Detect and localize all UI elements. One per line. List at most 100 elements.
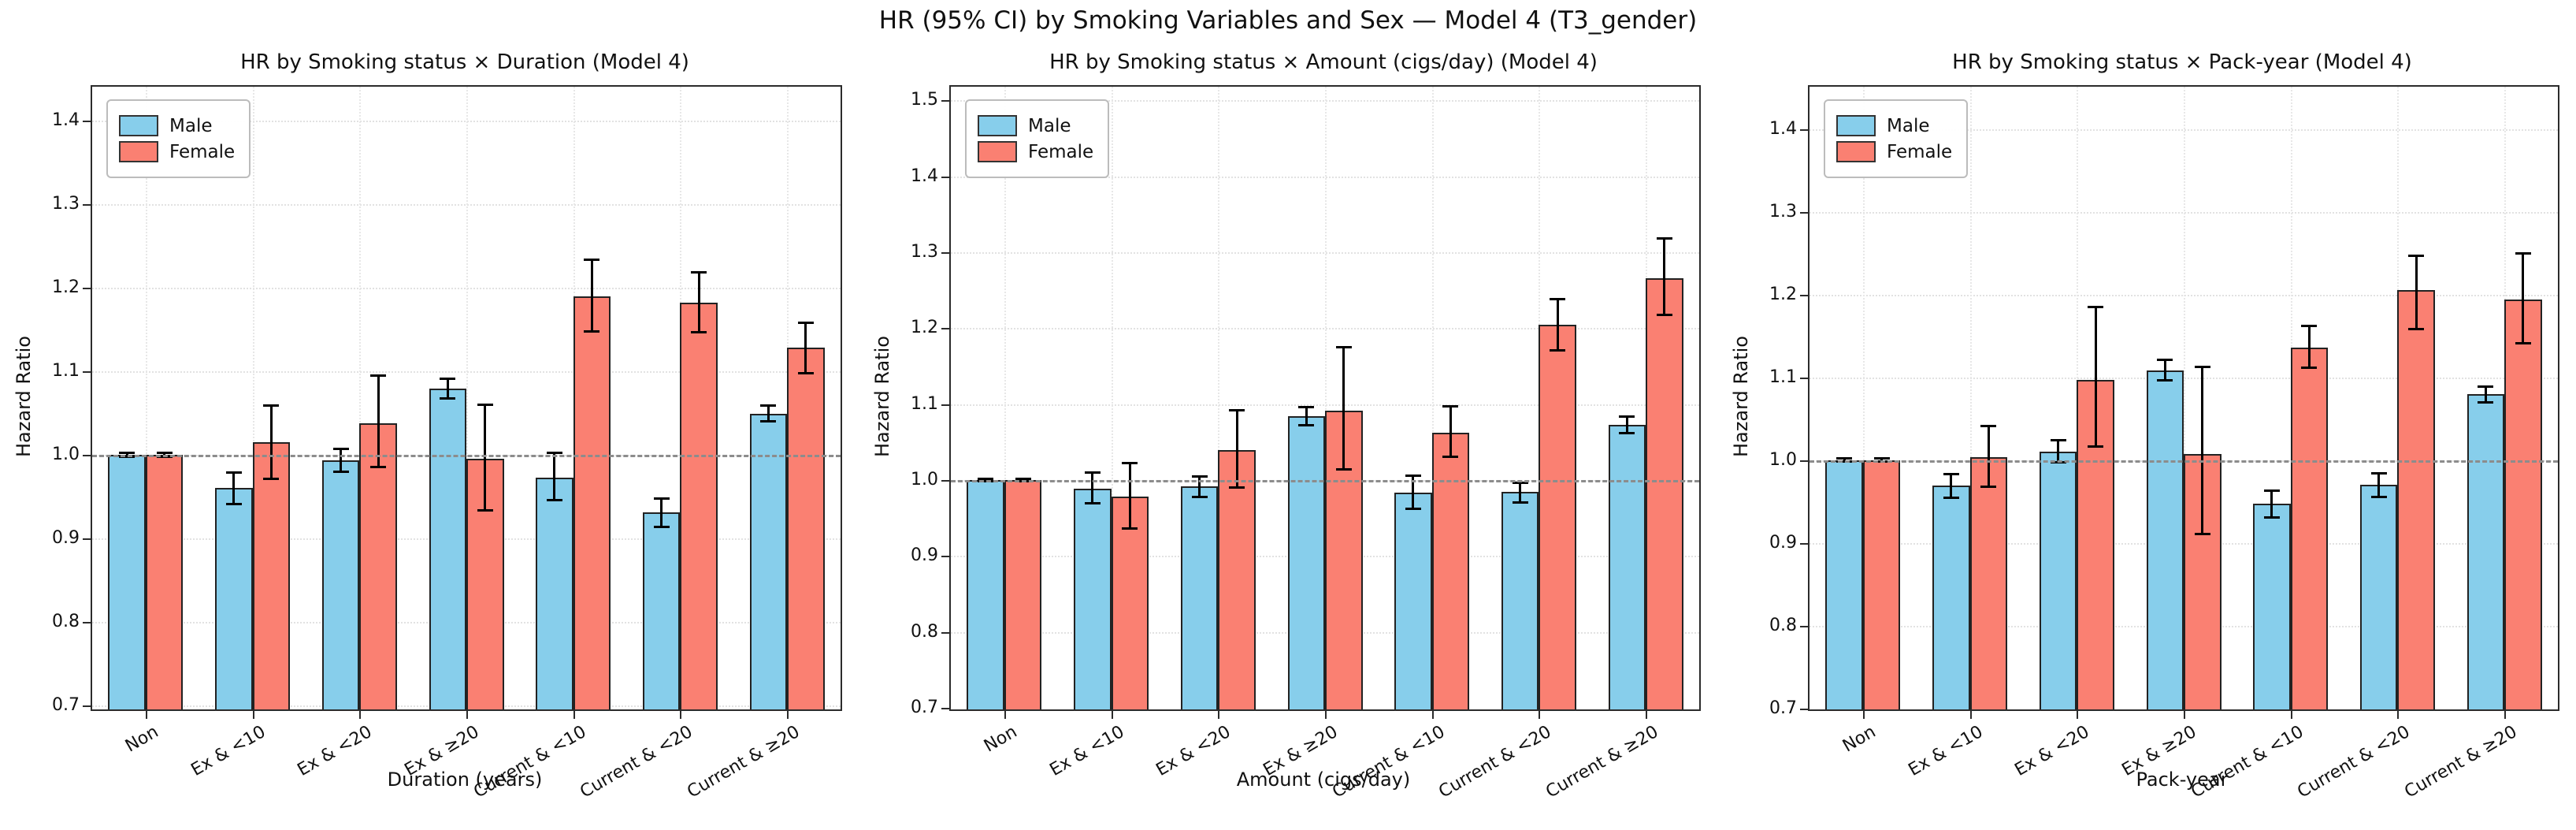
legend-item-male: Male — [978, 115, 1093, 136]
error-bar-cap-bottom — [1980, 485, 1997, 488]
bar-female-5 — [573, 296, 611, 709]
error-bar-cap-top — [2370, 472, 2387, 475]
y-tick-label: 1.2 — [911, 318, 938, 338]
x-gridline — [359, 87, 362, 709]
y-tick-label: 1.5 — [911, 90, 938, 110]
y-tick-label: 1.4 — [911, 166, 938, 186]
y-tick-label: 1.0 — [911, 470, 938, 490]
error-bar-cap-bottom — [1122, 527, 1138, 530]
y-tick-mark — [941, 631, 951, 634]
error-bar — [2057, 440, 2060, 463]
error-bar-cap-top — [1550, 298, 1566, 301]
error-bar — [1519, 482, 1522, 503]
panel-title: HR by Smoking status × Amount (cigs/day)… — [1049, 50, 1598, 74]
y-tick-mark — [941, 556, 951, 558]
y-tick-label: 1.1 — [52, 361, 80, 382]
error-bar-cap-bottom — [440, 396, 456, 400]
x-gridline — [1969, 87, 1972, 709]
bar-male-5 — [536, 477, 573, 709]
bar-male-1 — [967, 480, 1004, 709]
panel-amount: HR by Smoking status × Amount (cigs/day)… — [859, 0, 1717, 830]
reference-line-hr1 — [1810, 460, 2558, 463]
bar-male-4 — [429, 389, 466, 709]
error-bar-cap-top — [1656, 237, 1672, 240]
y-axis-label: Hazard Ratio — [1730, 336, 1752, 457]
legend-item-female: Female — [1836, 141, 1952, 162]
error-bar-cap-bottom — [2301, 366, 2318, 369]
y-tick-mark — [83, 204, 92, 207]
bar-female-2 — [1111, 497, 1149, 709]
plot-area: Male Female 0.7 0.8 0.9 1.0 1.1 1.2 1.3 1.4 Non E… — [52, 85, 842, 802]
bar-female-1 — [1004, 480, 1042, 709]
legend-item-female: Female — [978, 141, 1093, 162]
error-bar — [2163, 359, 2166, 381]
plot-area: Male Female 0.7 0.8 0.9 1.0 1.1 1.2 1.3 1.4 Non E… — [1769, 85, 2559, 802]
bar-female-6 — [1539, 324, 1576, 709]
error-bar-cap-top — [797, 322, 814, 325]
error-bar — [1128, 463, 1131, 529]
bar-male-7 — [749, 414, 788, 709]
error-bar-cap-top — [156, 452, 173, 455]
bar-female-2 — [1969, 456, 2008, 709]
error-bar — [2484, 386, 2487, 403]
error-bar-cap-bottom — [546, 498, 562, 501]
error-bar-cap-top — [225, 471, 242, 474]
error-bar — [697, 272, 700, 333]
error-bar — [1663, 238, 1666, 315]
error-bar-cap-bottom — [653, 525, 670, 528]
y-tick-mark — [941, 708, 951, 710]
error-bar-cap-bottom — [1084, 502, 1101, 505]
bar-male-3 — [2039, 452, 2077, 709]
error-bar — [1305, 407, 1308, 426]
legend-female-swatch — [978, 141, 1017, 162]
bar-female-7 — [1646, 277, 1683, 709]
y-tick-label: 1.4 — [1769, 118, 1797, 139]
x-tick-mark — [2077, 709, 2079, 719]
error-bar-cap-bottom — [2194, 532, 2210, 535]
x-gridline — [252, 87, 254, 709]
error-bar — [2307, 326, 2311, 368]
bar-male-7 — [1608, 424, 1646, 709]
x-gridline — [1004, 87, 1006, 709]
error-bar-cap-bottom — [691, 330, 707, 333]
error-bar-cap-top — [1298, 406, 1315, 409]
y-tick-mark — [941, 480, 951, 482]
error-bar-cap-bottom — [1298, 424, 1315, 427]
y-tick-label: 0.9 — [1769, 532, 1797, 553]
bar-male-5 — [1394, 493, 1432, 709]
legend-female-label: Female — [1887, 141, 1953, 162]
y-tick-mark — [1800, 460, 1810, 462]
y-tick-mark — [941, 100, 951, 102]
error-bar — [484, 404, 487, 511]
y-tick-label: 1.3 — [52, 194, 80, 214]
legend: Male Female — [965, 99, 1110, 178]
legend-item-male: Male — [119, 115, 235, 136]
panel-title: HR by Smoking status × Duration (Model 4… — [240, 50, 689, 74]
x-gridline — [145, 87, 147, 709]
error-bar-cap-top — [477, 403, 493, 406]
panel-title: HR by Smoking status × Pack-year (Model … — [1952, 50, 2412, 74]
bar-female-2 — [252, 442, 291, 709]
error-bar-cap-bottom — [1405, 508, 1421, 511]
error-bar — [590, 259, 593, 332]
x-tick-mark — [680, 709, 682, 719]
error-bar-cap-top — [760, 404, 777, 408]
error-bar — [2377, 473, 2381, 497]
x-tick-mark — [2504, 709, 2507, 719]
y-tick-label: 1.0 — [52, 445, 80, 464]
legend-male-swatch — [978, 115, 1017, 136]
error-bar-cap-bottom — [332, 470, 349, 473]
x-tick-mark — [1431, 709, 1434, 719]
error-bar-cap-top — [1619, 415, 1635, 418]
error-bar-cap-top — [1015, 477, 1031, 480]
y-tick-mark — [1800, 625, 1810, 627]
error-bar-cap-top — [440, 378, 456, 381]
error-bar — [1022, 478, 1025, 482]
error-bar-cap-bottom — [2370, 495, 2387, 498]
x-gridline — [2184, 87, 2185, 709]
y-tick-label: 0.8 — [911, 621, 938, 642]
error-bar-cap-bottom — [2157, 379, 2173, 382]
bar-female-1 — [1862, 460, 1901, 709]
error-bar-cap-top — [978, 477, 994, 480]
error-bar-cap-bottom — [584, 329, 600, 333]
